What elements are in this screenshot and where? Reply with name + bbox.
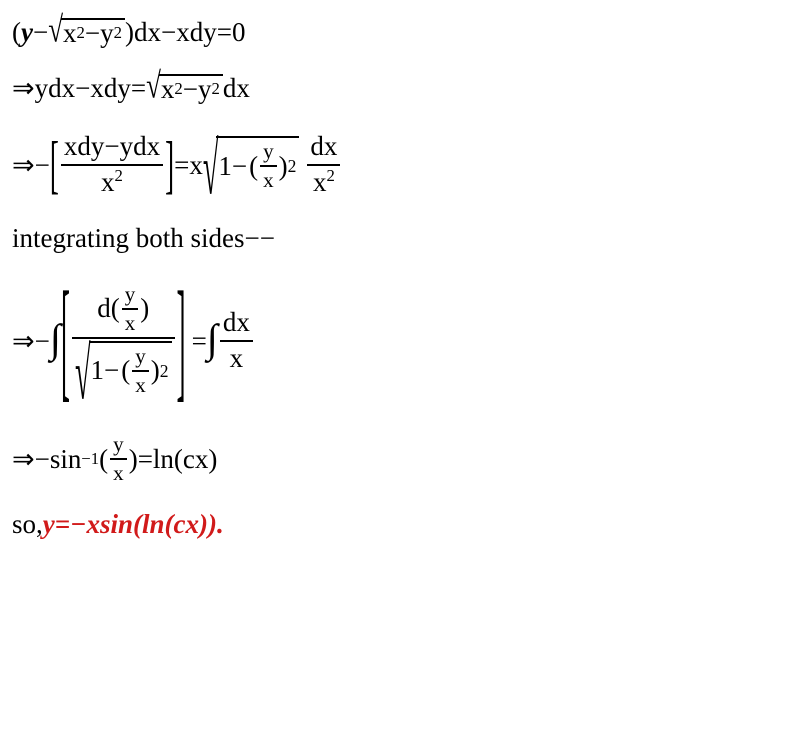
minus: −: [33, 19, 48, 46]
equation-line-7: so, y=−xsin(ln(cx)).: [12, 502, 788, 546]
sqrt-x2-y2: √ x2−y2: [48, 18, 125, 47]
integral-icon: ∫: [50, 323, 61, 355]
lead: ⇒−: [12, 152, 50, 179]
text-integrating: integrating both sides−−: [12, 218, 788, 258]
frac-dx-over-x2: dx x2: [307, 132, 340, 197]
eq-x: =x: [174, 152, 203, 179]
lbracket-b: [: [61, 274, 70, 409]
sqrt-x2-y2-b: √ x2−y2: [146, 74, 223, 103]
lead: ⇒ydx−xdy=: [12, 75, 146, 102]
rbracket-b: ]: [177, 274, 186, 409]
frac-xdy-ydx-over-x2: xdy−ydx x2: [61, 132, 163, 197]
answer: y=−xsin(ln(cx)).: [43, 511, 224, 538]
equation-line-1: ( y − √ x2−y2 )dx−xdy=0: [12, 8, 788, 56]
sqrt-1-minus-yx2: √ 1− ( y x )2: [203, 136, 300, 194]
lbracket: [: [50, 133, 59, 198]
frac-y-over-x-top: y x: [122, 283, 139, 335]
equation-line-2: ⇒ydx−xdy= √ x2−y2 dx: [12, 64, 788, 112]
lead: ⇒−sin: [12, 446, 81, 473]
tail: dx: [223, 75, 250, 102]
lead: ⇒−: [12, 328, 50, 355]
equals: =: [192, 328, 207, 355]
tail: )dx−xdy=0: [125, 19, 245, 46]
frac-dx-over-x: dx x: [220, 308, 253, 373]
big-frac: d ( y x ) √ 1− ( y: [72, 283, 175, 400]
equation-line-3: ⇒− [ xdy−ydx x2 ] =x √ 1− ( y x )2 dx: [12, 120, 788, 210]
rbracket: ]: [165, 133, 174, 198]
equation-line-6: ⇒−sin−1 ( y x )=ln(cx): [12, 424, 788, 494]
lparen: (: [12, 19, 21, 46]
frac-y-over-x-bot: y x: [132, 345, 149, 397]
frac-y-over-x-c: y x: [110, 433, 127, 485]
sqrt-1-minus-yx2-b: √ 1− ( y x )2: [75, 341, 172, 399]
lead: so,: [12, 511, 43, 538]
frac-y-over-x: y x: [260, 140, 277, 192]
equation-line-5: ⇒− ∫ [ d ( y x ) √ 1− (: [12, 266, 788, 416]
integral-icon-2: ∫: [207, 323, 218, 355]
var-y: y: [21, 19, 33, 46]
